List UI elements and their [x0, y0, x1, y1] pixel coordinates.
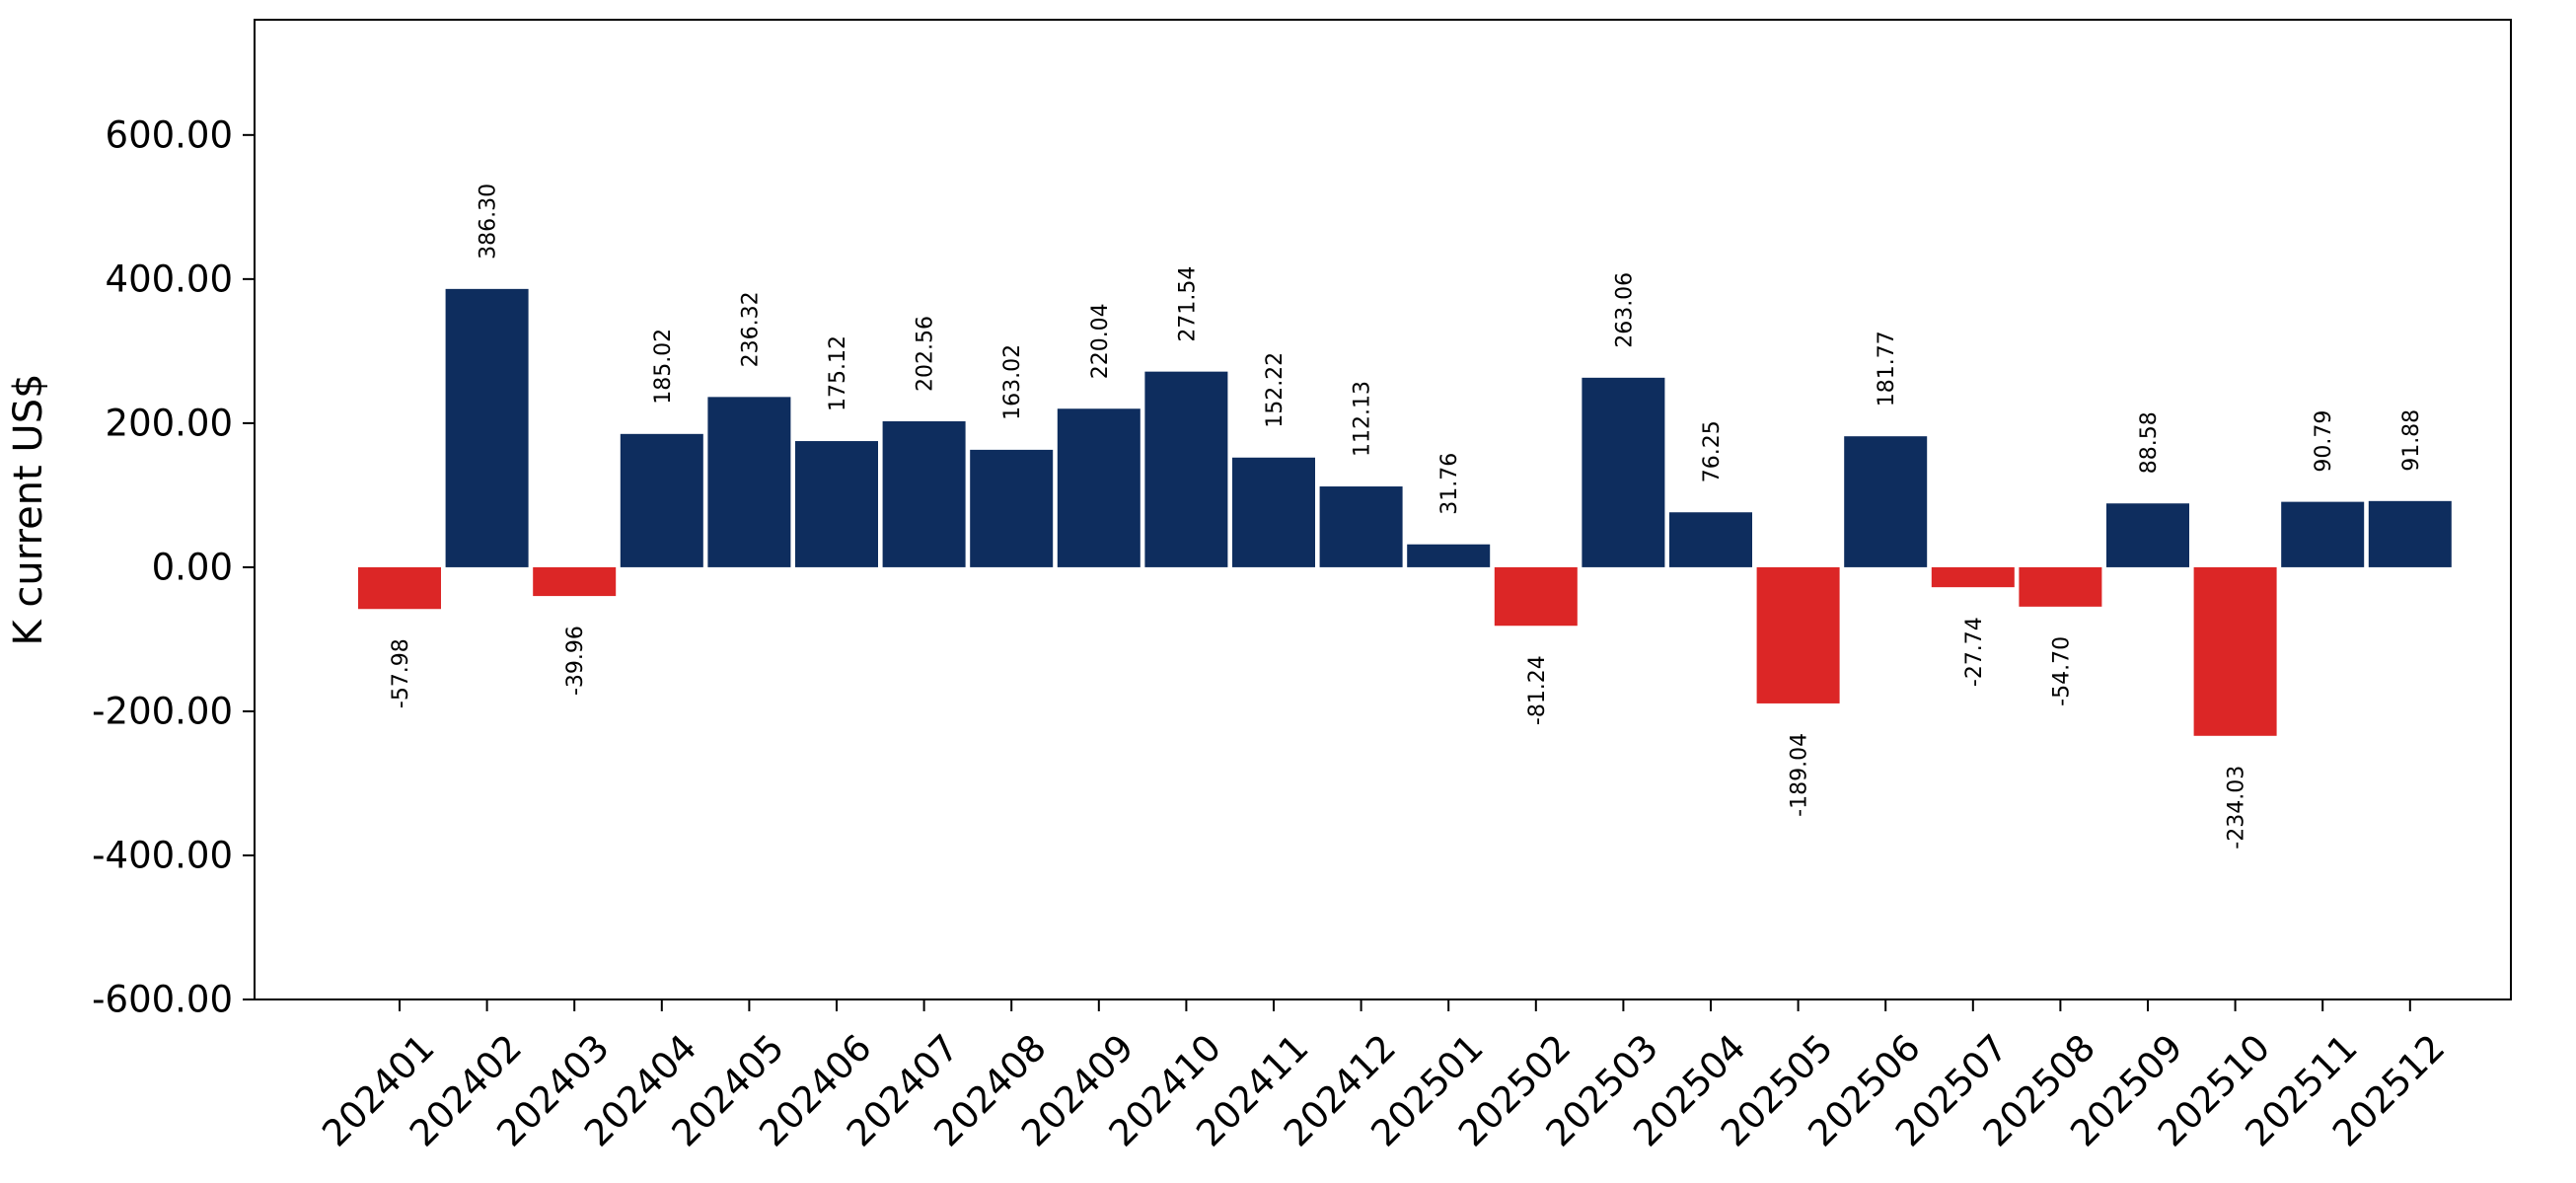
- bar-202511: [2281, 501, 2365, 567]
- bar-202412: [1319, 486, 1403, 567]
- bar-202407: [882, 421, 966, 567]
- data-label-202405: 236.32: [738, 291, 763, 367]
- x-axis: 2024012024022024032024042024052024062024…: [314, 999, 2453, 1154]
- y-tick-label-1: -400.00: [92, 834, 233, 876]
- data-label-202411: 152.22: [1263, 352, 1288, 428]
- data-labels-group: -57.98 386.30 -39.96 185.02 236.32 175.12 202.…: [389, 184, 2424, 850]
- bar-202505: [1756, 566, 1840, 703]
- data-label-202511: 90.79: [2312, 410, 2336, 473]
- bar-202508: [2019, 566, 2102, 607]
- bar-202408: [970, 449, 1054, 567]
- bar-202507: [1931, 566, 2015, 588]
- data-label-202512: 91.88: [2399, 409, 2424, 472]
- data-label-202510: -234.03: [2225, 766, 2249, 850]
- bar-202504: [1669, 512, 1752, 567]
- y-axis-label: K current US$: [6, 373, 51, 645]
- data-label-202508: -54.70: [2049, 636, 2074, 706]
- data-label-202401: -57.98: [389, 638, 413, 708]
- bar-202506: [1844, 436, 1928, 567]
- data-label-202408: 163.02: [1000, 344, 1025, 420]
- y-tick-label-6: 600.00: [106, 113, 233, 156]
- data-label-202403: -39.96: [563, 626, 588, 696]
- data-label-202509: 88.58: [2137, 411, 2162, 474]
- data-label-202503: 263.06: [1612, 272, 1637, 348]
- bar-202512: [2368, 500, 2452, 567]
- bar-202404: [620, 433, 703, 567]
- data-label-202502: -81.24: [1525, 655, 1550, 725]
- data-label-202404: 185.02: [651, 329, 676, 405]
- plot-frame: [254, 19, 2512, 1000]
- bar-202405: [707, 397, 791, 567]
- y-axis: -600.00 -400.00 -200.00 0.00 200.00 400.00 600…: [92, 113, 255, 1021]
- data-label-202407: 202.56: [914, 316, 938, 392]
- bar-202411: [1232, 457, 1315, 567]
- data-label-202506: 181.77: [1875, 331, 1899, 407]
- bar-202409: [1057, 408, 1141, 567]
- data-label-202406: 175.12: [826, 335, 850, 411]
- y-tick-label-2: -200.00: [92, 690, 233, 732]
- y-tick-label-4: 200.00: [106, 402, 233, 444]
- data-label-202409: 220.04: [1088, 303, 1113, 379]
- data-label-202505: -189.04: [1788, 733, 1812, 817]
- data-label-202410: 271.54: [1175, 266, 1200, 342]
- bar-202410: [1144, 371, 1228, 567]
- bar-202501: [1407, 544, 1491, 567]
- y-tick-label-0: -600.00: [92, 979, 233, 1021]
- data-label-202402: 386.30: [477, 184, 501, 259]
- bar-202401: [358, 566, 441, 610]
- data-label-202507: -27.74: [1962, 617, 1987, 687]
- bar-202503: [1582, 377, 1665, 567]
- bar-202406: [795, 441, 878, 567]
- bars-group: [358, 288, 2452, 736]
- bar-202403: [533, 566, 617, 597]
- bar-202502: [1494, 566, 1578, 627]
- y-tick-label-3: 0.00: [152, 546, 233, 588]
- data-label-202412: 112.13: [1351, 381, 1375, 457]
- data-label-202504: 76.25: [1700, 420, 1725, 482]
- data-label-202501: 31.76: [1437, 453, 1462, 515]
- bar-202402: [445, 288, 529, 567]
- bar-202510: [2193, 566, 2277, 736]
- y-tick-label-5: 400.00: [106, 258, 233, 300]
- bar-202509: [2106, 503, 2189, 567]
